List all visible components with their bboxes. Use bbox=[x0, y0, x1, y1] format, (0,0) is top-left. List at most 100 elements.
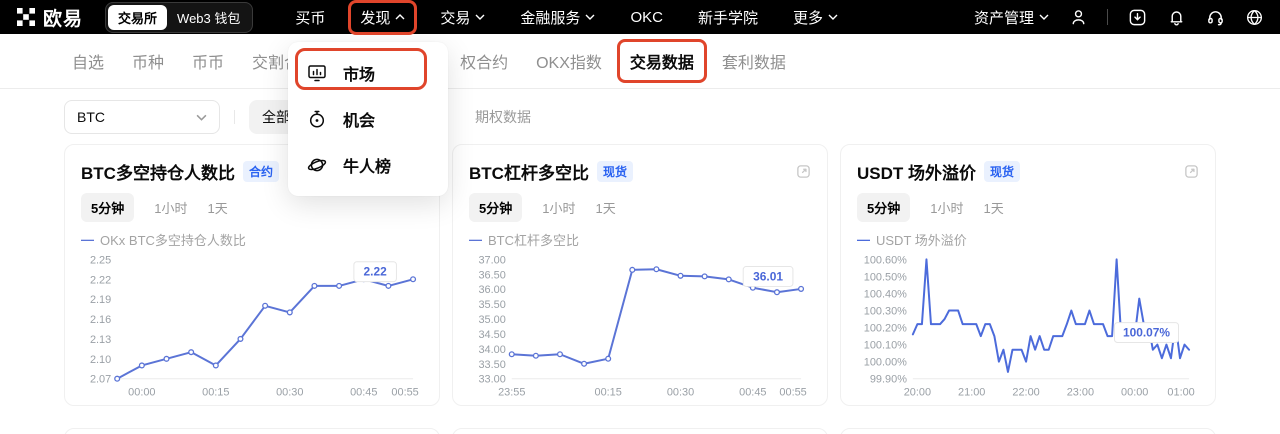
nav-trade[interactable]: 交易 bbox=[440, 7, 485, 28]
toggle-web3-wallet[interactable]: Web3 钱包 bbox=[177, 10, 241, 26]
legend-dash: — bbox=[81, 232, 94, 247]
headset-icon[interactable] bbox=[1205, 7, 1225, 27]
topbar-right: 资产管理 bbox=[974, 7, 1264, 28]
coin-select[interactable]: BTC bbox=[64, 100, 220, 134]
leaderboard-icon bbox=[307, 158, 327, 172]
download-icon[interactable] bbox=[1127, 7, 1147, 27]
nav-discover[interactable]: 发现 bbox=[348, 0, 418, 35]
nav-academy[interactable]: 新手学院 bbox=[697, 9, 758, 27]
svg-text:00:15: 00:15 bbox=[595, 387, 622, 399]
svg-text:100.50%: 100.50% bbox=[864, 271, 907, 283]
toggle-exchange[interactable]: 交易所 bbox=[108, 4, 168, 30]
time-tabs: 5分钟 1小时 1天 bbox=[469, 193, 811, 222]
chart-legend: — OKx BTC多空持仓人数比 bbox=[81, 230, 423, 249]
nav-more[interactable]: 更多 bbox=[793, 7, 838, 28]
nav-buy-crypto[interactable]: 买币 bbox=[295, 9, 326, 27]
main-nav: 买币 发现 交易 金融服务 OKC 新手学院 更多 bbox=[295, 0, 838, 35]
tab-trading-data-label: 交易数据 bbox=[629, 55, 694, 72]
product-toggle: 交易所 Web3 钱包 bbox=[105, 1, 254, 33]
bell-icon[interactable] bbox=[1166, 7, 1186, 27]
svg-text:2.10: 2.10 bbox=[90, 354, 111, 366]
coin-select-value: BTC bbox=[77, 109, 105, 125]
dropdown-item-leaderboard-label: 牛人榜 bbox=[343, 159, 392, 176]
card-title: BTC杠杆多空比 bbox=[469, 164, 589, 183]
tab-okx-index[interactable]: OKX指数 bbox=[536, 55, 602, 72]
svg-text:33.50: 33.50 bbox=[478, 359, 505, 371]
nav-trade-label: 交易 bbox=[440, 9, 471, 27]
okx-logo-icon bbox=[17, 8, 35, 26]
option-data-link[interactable]: 期权数据 bbox=[475, 109, 531, 125]
brand-logo[interactable]: 欧易 bbox=[16, 4, 83, 31]
expand-icon[interactable] bbox=[796, 164, 811, 179]
time-tab-1day[interactable]: 1天 bbox=[207, 201, 228, 216]
svg-text:20:00: 20:00 bbox=[904, 387, 931, 399]
contract-badge: 合约 bbox=[242, 161, 279, 182]
card-stub bbox=[452, 428, 828, 434]
svg-text:100.40%: 100.40% bbox=[864, 288, 907, 300]
svg-text:00:30: 00:30 bbox=[667, 387, 694, 399]
nav-financial-label: 金融服务 bbox=[520, 9, 581, 27]
svg-text:35.50: 35.50 bbox=[478, 299, 505, 311]
svg-text:35.00: 35.00 bbox=[478, 314, 505, 326]
svg-text:00:45: 00:45 bbox=[350, 387, 377, 399]
dropdown-item-leaderboard[interactable]: 牛人榜 bbox=[288, 142, 448, 188]
chevron-down-icon bbox=[1039, 14, 1049, 20]
dropdown-item-market[interactable]: 市场 bbox=[288, 48, 448, 96]
svg-text:21:00: 21:00 bbox=[958, 387, 985, 399]
user-icon[interactable] bbox=[1068, 7, 1088, 27]
legend-dash: — bbox=[857, 232, 870, 247]
svg-text:100.60%: 100.60% bbox=[864, 254, 907, 266]
time-tab-1hour[interactable]: 1小时 bbox=[930, 201, 964, 216]
nav-financial-services[interactable]: 金融服务 bbox=[520, 7, 595, 28]
time-tab-1hour[interactable]: 1小时 bbox=[542, 201, 576, 216]
market-icon bbox=[308, 65, 326, 82]
svg-text:2.07: 2.07 bbox=[90, 374, 111, 386]
time-tab-5min[interactable]: 5分钟 bbox=[469, 193, 523, 222]
spot-badge: 现货 bbox=[984, 161, 1021, 182]
svg-text:00:55: 00:55 bbox=[779, 387, 806, 399]
svg-text:00:55: 00:55 bbox=[391, 387, 418, 399]
time-tab-1hour[interactable]: 1小时 bbox=[154, 201, 188, 216]
chevron-down-icon bbox=[475, 14, 485, 20]
chart-legend: — USDT 场外溢价 bbox=[857, 230, 1199, 249]
dropdown-item-opportunity[interactable]: 机会 bbox=[288, 96, 448, 142]
svg-text:100.10%: 100.10% bbox=[864, 340, 907, 352]
expand-icon[interactable] bbox=[1184, 164, 1199, 179]
card-header: BTC多空持仓人数比 合约 bbox=[81, 159, 423, 184]
svg-text:23:00: 23:00 bbox=[1067, 387, 1094, 399]
card-header: BTC杠杆多空比 现货 bbox=[469, 159, 811, 184]
chart-canvas[interactable]: 2.25 2.22 2.19 2.16 2.13 2.10 2.07 00:00 00:15 00… bbox=[81, 251, 423, 403]
svg-text:00:30: 00:30 bbox=[276, 387, 303, 399]
card-usdt-premium: USDT 场外溢价 现货 5分钟 1小时 1天 — USDT 场外溢价 100.… bbox=[840, 144, 1216, 406]
legend-dash: — bbox=[469, 232, 482, 247]
tab-trading-data[interactable]: 交易数据 bbox=[616, 39, 707, 83]
opportunity-icon bbox=[309, 110, 325, 128]
legend-label: OKx BTC多空持仓人数比 bbox=[100, 233, 246, 248]
svg-text:2.22: 2.22 bbox=[364, 265, 388, 279]
svg-text:33.00: 33.00 bbox=[478, 374, 505, 386]
nav-okc[interactable]: OKC bbox=[630, 8, 663, 26]
globe-icon[interactable] bbox=[1244, 7, 1264, 27]
chart-canvas[interactable]: 37.00 36.50 36.00 35.50 35.00 34.50 34.00 33.50… bbox=[469, 251, 811, 403]
tab-arbitrage-data[interactable]: 套利数据 bbox=[721, 55, 786, 72]
svg-text:34.50: 34.50 bbox=[478, 329, 505, 341]
tab-options-partial[interactable]: 权合约 bbox=[460, 55, 509, 72]
svg-text:100.07%: 100.07% bbox=[1123, 326, 1170, 340]
card-stub bbox=[840, 428, 1216, 434]
nav-assets[interactable]: 资产管理 bbox=[974, 7, 1049, 28]
time-tab-5min[interactable]: 5分钟 bbox=[857, 193, 911, 222]
svg-text:100.30%: 100.30% bbox=[864, 306, 907, 318]
chart-canvas[interactable]: 100.60% 100.50% 100.40% 100.30% 100.20% 100.1… bbox=[857, 251, 1199, 403]
discover-dropdown: 市场 机会 牛人榜 bbox=[288, 42, 448, 196]
tab-favorites[interactable]: 自选 bbox=[72, 55, 105, 72]
tab-coins[interactable]: 币种 bbox=[132, 55, 165, 72]
time-tab-1day[interactable]: 1天 bbox=[595, 201, 616, 216]
time-tabs: 5分钟 1小时 1天 bbox=[857, 193, 1199, 222]
tab-spot[interactable]: 币币 bbox=[192, 55, 225, 72]
time-tab-5min[interactable]: 5分钟 bbox=[81, 193, 135, 222]
time-tab-1day[interactable]: 1天 bbox=[983, 201, 1004, 216]
chart-legend: — BTC杠杆多空比 bbox=[469, 230, 811, 249]
svg-text:2.16: 2.16 bbox=[90, 314, 111, 326]
topbar-divider bbox=[1107, 9, 1108, 25]
